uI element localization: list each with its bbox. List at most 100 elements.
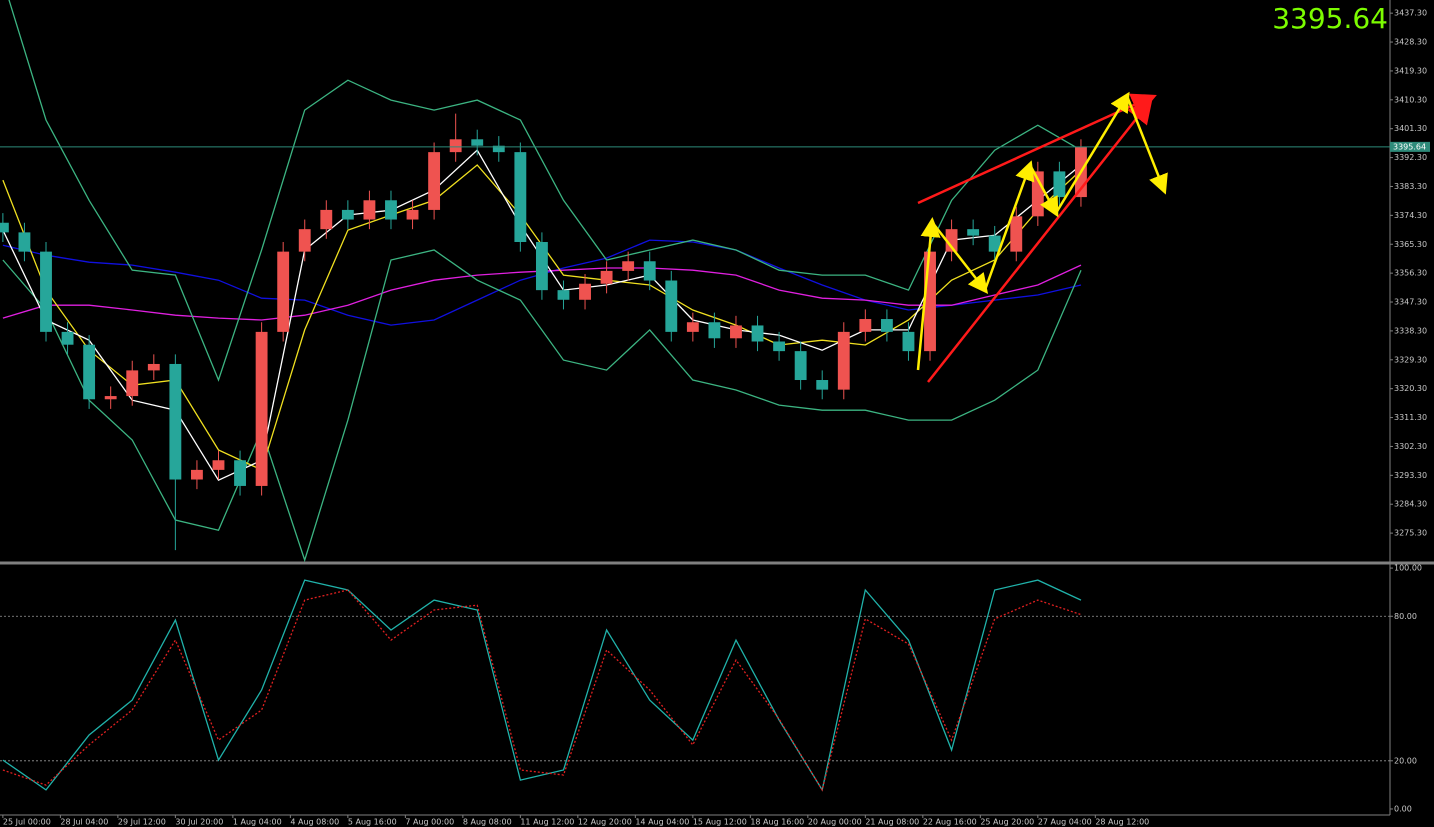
trend-line (917, 110, 1119, 205)
candle-body (147, 363, 160, 371)
x-tick-label: 27 Aug 04:00 (1038, 818, 1092, 827)
candle-body (0, 222, 9, 233)
x-tick-label: 20 Aug 00:00 (808, 818, 862, 827)
x-tick-label: 18 Aug 16:00 (750, 818, 804, 827)
current-price-display: 3395.64 (1272, 2, 1388, 35)
x-tick-label: 12 Aug 20:00 (578, 818, 632, 827)
indicator-line (2, 589, 1082, 792)
y-tick-label: 3428.30 (1394, 38, 1427, 47)
y-tick-label: 3437.30 (1394, 9, 1427, 18)
y-tick-label: 3275.30 (1394, 529, 1427, 538)
candle-body (708, 322, 721, 339)
candle-body (298, 229, 311, 252)
bid-label-box (1390, 141, 1430, 152)
candle-body (816, 380, 829, 390)
candle-body (40, 251, 52, 332)
x-tick-label: 5 Aug 16:00 (348, 818, 397, 827)
y-tick-label: 20.00 (1394, 756, 1417, 765)
x-tick-label: 14 Aug 04:00 (635, 818, 689, 827)
x-tick-label: 28 Jul 04:00 (60, 818, 108, 827)
y-tick-label: 3293.30 (1394, 471, 1427, 480)
wave-arrow (983, 160, 1035, 291)
candle-body (622, 261, 635, 271)
candle-body (428, 152, 441, 210)
candle-body (385, 200, 397, 220)
y-tick-label: 3392.30 (1394, 153, 1427, 162)
candle-body (255, 331, 268, 486)
x-tick-label: 25 Aug 20:00 (980, 818, 1034, 827)
y-tick-label: 3329.30 (1394, 355, 1427, 364)
candle-body (557, 290, 570, 300)
y-tick-label: 3419.30 (1394, 66, 1427, 75)
candle-body (83, 344, 96, 400)
y-tick-label: 3401.30 (1394, 124, 1427, 133)
y-tick-label: 3410.30 (1394, 95, 1427, 104)
candle-body (341, 209, 354, 220)
candle-body (234, 460, 246, 486)
x-tick-label: 25 Jul 00:00 (3, 818, 51, 827)
y-tick-label: 3284.30 (1394, 500, 1427, 509)
indicator-line (8, 0, 1082, 382)
candle-body (212, 460, 225, 470)
candle-body (190, 469, 203, 480)
candle-body (773, 341, 786, 352)
candle-body (1053, 171, 1066, 198)
candle-body (988, 235, 1001, 252)
candle-body (449, 139, 462, 153)
candle-body (126, 370, 139, 397)
candle-body (945, 229, 958, 252)
candle-body (751, 325, 764, 342)
candle-body (600, 270, 613, 284)
wave-arrow (1028, 164, 1059, 218)
y-tick-label: 0.00 (1394, 804, 1412, 813)
candle-body (471, 139, 484, 146)
x-tick-label: 1 Aug 04:00 (233, 818, 282, 827)
panel-line (2, 579, 1082, 792)
x-tick-label: 15 Aug 12:00 (693, 818, 747, 827)
candle-body (665, 280, 678, 332)
candle-body (837, 331, 850, 390)
candle-body (320, 209, 333, 230)
candle-body (277, 251, 290, 332)
y-tick-label: 3365.30 (1394, 240, 1427, 249)
candle-body (643, 261, 656, 281)
candle-body (169, 363, 182, 480)
candle-body (61, 331, 74, 345)
x-tick-label: 11 Aug 12:00 (520, 818, 574, 827)
candle-body (104, 396, 117, 400)
candle-body (1031, 171, 1044, 217)
y-tick-label: 80.00 (1394, 612, 1417, 621)
x-tick-label: 4 Aug 08:00 (290, 818, 339, 827)
candle-body (514, 152, 527, 243)
y-tick-label: 3383.30 (1394, 182, 1427, 191)
y-tick-label: 3356.30 (1394, 269, 1427, 278)
candle-body (880, 319, 893, 332)
candle-body (1010, 216, 1023, 252)
y-tick-label: 3338.30 (1394, 326, 1427, 335)
candle-body (902, 331, 915, 352)
annotations (916, 91, 1168, 383)
x-tick-label: 8 Aug 08:00 (463, 818, 512, 827)
trend-line (927, 98, 1153, 383)
y-tick-label: 3374.30 (1394, 211, 1427, 220)
y-tick-label: 100.00 (1394, 564, 1422, 573)
indicator-line (2, 249, 1082, 562)
candle-body (859, 319, 872, 332)
x-tick-label: 29 Jul 12:00 (118, 818, 166, 827)
candle-body (579, 283, 591, 300)
wave-arrow (931, 221, 989, 294)
wave-arrow (1054, 91, 1130, 214)
candle-body (535, 242, 548, 291)
candle-body (686, 322, 699, 332)
y-tick-label: 3347.30 (1394, 298, 1427, 307)
candle-body (406, 209, 419, 220)
bid-label: 3395.64 (1393, 142, 1426, 151)
y-tick-label: 3320.30 (1394, 384, 1427, 393)
indicator-line (2, 579, 1082, 792)
y-tick-label: 3302.30 (1394, 442, 1427, 451)
x-tick-label: 28 Aug 12:00 (1095, 818, 1149, 827)
candle-body (363, 200, 376, 220)
